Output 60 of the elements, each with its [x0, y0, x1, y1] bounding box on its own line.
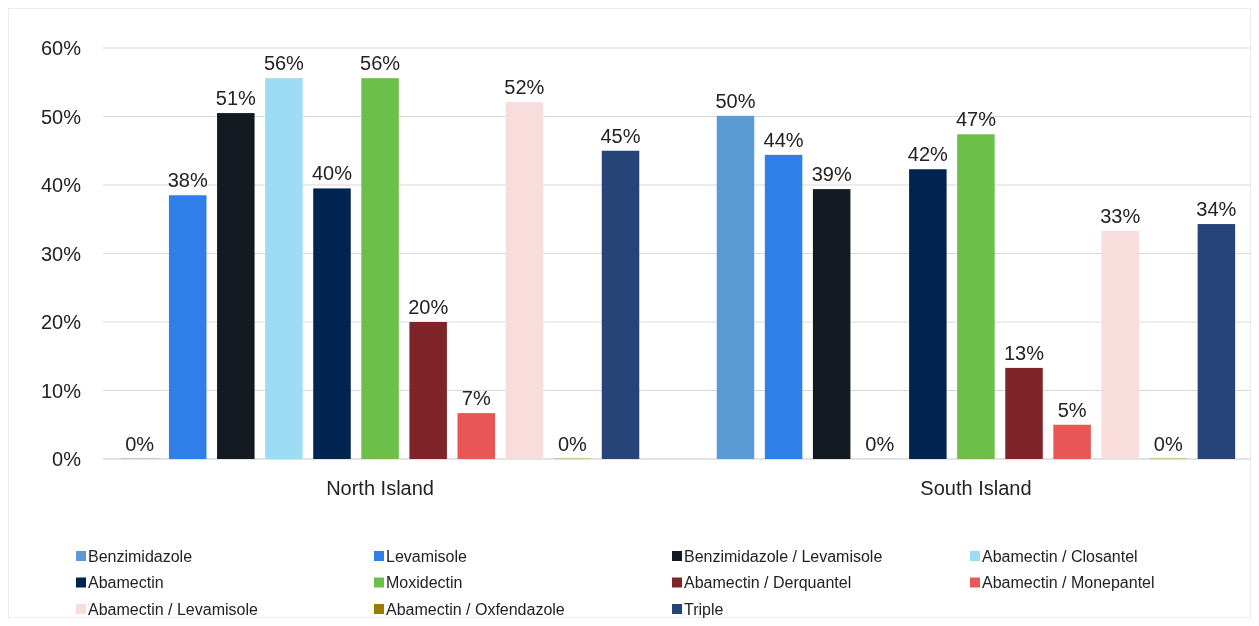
- bar: [601, 150, 640, 459]
- legend-label: Abamectin: [88, 574, 164, 592]
- data-label: 0%: [865, 433, 895, 455]
- bar: [1005, 367, 1043, 459]
- legend-label: Benzimidazole / Levamisole: [684, 547, 883, 565]
- data-label: 45%: [600, 124, 641, 147]
- data-label: 0%: [557, 433, 588, 455]
- y-tick-label: 50%: [40, 105, 82, 128]
- bar: [505, 102, 544, 459]
- data-label: 50%: [715, 89, 756, 112]
- bar: [957, 134, 995, 459]
- data-label: 42%: [907, 143, 949, 166]
- legend-label: Abamectin / Oxfendazole: [386, 600, 565, 618]
- legend-label: Triple: [684, 600, 724, 618]
- data-label: 0%: [125, 433, 155, 455]
- legend-label: Abamectin / Levamisole: [88, 600, 258, 618]
- bar: [457, 413, 495, 459]
- x-tick-label: North Island: [326, 477, 434, 499]
- legend-label: Benzimidazole: [88, 547, 193, 565]
- y-tick-label: 40%: [40, 174, 82, 196]
- data-label: 51%: [215, 87, 257, 110]
- data-label: 47%: [955, 108, 997, 131]
- y-tick-label: 30%: [40, 242, 82, 265]
- legend-label: Abamectin / Monepantel: [982, 574, 1155, 592]
- data-label: 56%: [263, 52, 305, 75]
- legend-label: Abamectin / Derquantel: [684, 574, 852, 592]
- y-tick-label: 0%: [52, 448, 82, 470]
- y-tick-label: 20%: [40, 311, 82, 333]
- bar: [361, 78, 399, 459]
- bar: [168, 195, 207, 459]
- data-label: 0%: [1153, 433, 1183, 455]
- data-label: 34%: [1196, 198, 1237, 221]
- data-label: 44%: [763, 128, 804, 151]
- data-label: 5%: [1057, 398, 1087, 421]
- data-label: 40%: [311, 162, 353, 185]
- bar: [909, 169, 947, 459]
- bar: [265, 78, 303, 459]
- data-label: 52%: [504, 76, 545, 99]
- bar: [217, 113, 255, 459]
- y-tick-label: 60%: [40, 37, 82, 59]
- bar: [1101, 230, 1139, 459]
- data-label: 38%: [167, 169, 208, 192]
- bar: [812, 189, 851, 459]
- legend-label: Abamectin / Closantel: [982, 547, 1138, 565]
- bar: [313, 188, 351, 459]
- data-label: 33%: [1100, 204, 1141, 227]
- data-label: 39%: [811, 163, 852, 186]
- data-label: 56%: [360, 52, 401, 75]
- data-label: 13%: [1004, 341, 1045, 364]
- data-label: 20%: [408, 296, 449, 318]
- data-label: 7%: [461, 387, 491, 410]
- legend-label: Moxidectin: [386, 574, 463, 592]
- legend-label: Levamisole: [386, 547, 468, 565]
- x-tick-label: South Island: [920, 477, 1032, 499]
- bar: [1053, 424, 1091, 459]
- bar: [1197, 224, 1236, 459]
- y-tick-label: 10%: [40, 379, 82, 402]
- bar: [764, 154, 803, 459]
- bar: [409, 322, 447, 459]
- bar: [716, 115, 755, 459]
